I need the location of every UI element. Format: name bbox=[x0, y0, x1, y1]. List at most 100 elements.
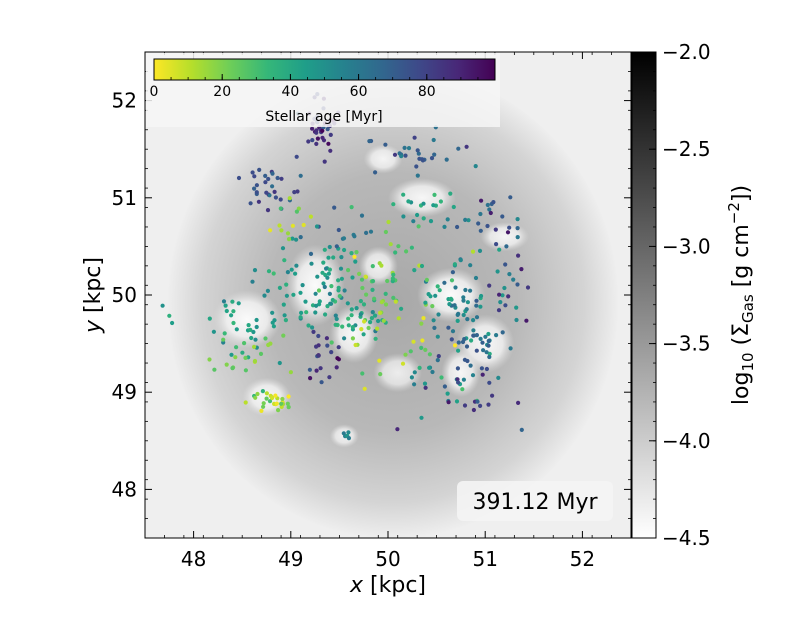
star-particle bbox=[167, 313, 172, 318]
star-particle bbox=[442, 384, 447, 389]
star-particle bbox=[240, 350, 245, 355]
star-particle bbox=[299, 310, 304, 315]
star-particle bbox=[422, 381, 428, 386]
time-label-box: 391.12 Myr bbox=[457, 481, 613, 521]
star-particle bbox=[464, 344, 470, 349]
star-particle bbox=[456, 380, 461, 385]
star-particle bbox=[252, 186, 257, 191]
star-particle bbox=[346, 268, 351, 273]
star-particle bbox=[488, 210, 493, 216]
star-particle bbox=[478, 228, 483, 233]
star-particle bbox=[385, 278, 390, 284]
star-particle bbox=[279, 401, 284, 406]
age-tick-label: 20 bbox=[213, 84, 231, 100]
star-particle bbox=[427, 352, 432, 357]
star-particle bbox=[412, 135, 417, 140]
star-particle bbox=[391, 202, 396, 207]
star-particle bbox=[334, 316, 339, 322]
star-particle bbox=[229, 352, 234, 357]
star-particle bbox=[233, 355, 238, 360]
star-particle bbox=[273, 195, 278, 200]
star-particle bbox=[415, 148, 420, 153]
gas-clump bbox=[373, 353, 423, 393]
star-particle bbox=[325, 304, 330, 309]
star-particle bbox=[486, 339, 491, 344]
star-particle bbox=[250, 170, 255, 175]
star-particle bbox=[359, 213, 365, 218]
star-particle bbox=[230, 366, 235, 371]
star-particle bbox=[471, 407, 476, 413]
star-particle bbox=[336, 345, 341, 350]
star-particle bbox=[515, 217, 520, 222]
star-particle bbox=[253, 337, 258, 342]
star-particle bbox=[321, 260, 326, 265]
star-particle bbox=[363, 274, 368, 279]
main-axes: 48 49 50 51 52 48 49 50 51 52 x [kpc] y [kpc] 39… bbox=[81, 51, 632, 598]
y-tick-label: 51 bbox=[112, 186, 137, 210]
star-particle bbox=[445, 217, 450, 222]
star-particle bbox=[463, 287, 468, 293]
star-particle bbox=[386, 219, 391, 225]
star-particle bbox=[342, 247, 347, 253]
star-particle bbox=[491, 200, 496, 205]
star-particle bbox=[455, 377, 460, 382]
star-particle bbox=[258, 351, 264, 356]
star-particle bbox=[357, 271, 362, 276]
star-particle bbox=[314, 368, 319, 373]
x-axis-var: x bbox=[349, 573, 364, 598]
star-particle bbox=[433, 293, 438, 298]
star-particle bbox=[260, 389, 265, 394]
star-particle bbox=[465, 317, 470, 322]
star-particle bbox=[354, 306, 359, 311]
star-particle bbox=[349, 205, 354, 210]
star-particle bbox=[272, 189, 277, 194]
star-particle bbox=[336, 278, 341, 283]
star-particle bbox=[402, 145, 407, 150]
star-particle bbox=[353, 259, 358, 264]
star-particle bbox=[336, 285, 341, 290]
star-particle bbox=[376, 318, 381, 324]
star-particle bbox=[313, 291, 318, 296]
star-particle bbox=[453, 285, 458, 290]
star-particle bbox=[314, 344, 319, 349]
star-particle bbox=[364, 292, 369, 297]
star-particle bbox=[455, 366, 460, 371]
star-particle bbox=[266, 176, 271, 182]
time-label: 391.12 Myr bbox=[472, 490, 598, 515]
star-particle bbox=[250, 279, 255, 284]
age-colorbar-bar bbox=[153, 58, 496, 81]
star-particle bbox=[298, 315, 303, 320]
star-particle bbox=[327, 267, 332, 272]
star-particle bbox=[370, 279, 376, 284]
star-particle bbox=[403, 153, 408, 158]
star-particle bbox=[353, 342, 358, 348]
star-particle bbox=[419, 415, 424, 420]
star-particle bbox=[368, 229, 374, 234]
star-particle bbox=[378, 372, 383, 377]
star-particle bbox=[437, 288, 442, 293]
star-particle bbox=[358, 312, 363, 317]
star-particle bbox=[313, 310, 318, 315]
star-particle bbox=[373, 170, 378, 175]
star-particle bbox=[496, 308, 502, 313]
star-particle bbox=[461, 312, 466, 318]
star-particle bbox=[290, 236, 295, 241]
star-particle bbox=[429, 156, 435, 161]
star-particle bbox=[373, 313, 378, 318]
star-particle bbox=[416, 224, 421, 229]
star-particle bbox=[505, 230, 511, 235]
star-particle bbox=[478, 403, 483, 408]
star-particle bbox=[461, 377, 466, 382]
star-particle bbox=[327, 244, 332, 250]
star-particle bbox=[475, 399, 480, 404]
star-particle bbox=[469, 338, 474, 343]
star-particle bbox=[361, 332, 366, 337]
star-particle bbox=[462, 403, 468, 408]
star-particle bbox=[417, 156, 422, 161]
star-particle bbox=[249, 335, 254, 341]
star-particle bbox=[494, 242, 499, 247]
star-particle bbox=[331, 255, 336, 260]
star-particle bbox=[286, 237, 292, 242]
gas-label-prefix: log bbox=[729, 372, 754, 406]
star-particle bbox=[503, 262, 508, 267]
